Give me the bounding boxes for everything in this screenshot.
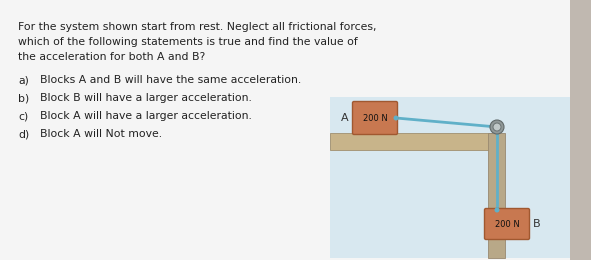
Bar xyxy=(330,97,570,258)
Circle shape xyxy=(490,120,504,134)
Text: which of the following statements is true and find the value of: which of the following statements is tru… xyxy=(18,37,358,47)
Text: Block B will have a larger acceleration.: Block B will have a larger acceleration. xyxy=(40,93,252,103)
Circle shape xyxy=(493,123,501,131)
Circle shape xyxy=(394,115,398,120)
Text: 200 N: 200 N xyxy=(495,219,519,229)
Text: Block A will Not move.: Block A will Not move. xyxy=(40,129,162,139)
FancyBboxPatch shape xyxy=(485,209,530,239)
Text: c): c) xyxy=(18,111,28,121)
Text: d): d) xyxy=(18,129,29,139)
Bar xyxy=(570,0,591,260)
Text: Blocks A and B will have the same acceleration.: Blocks A and B will have the same accele… xyxy=(40,75,301,85)
Text: 200 N: 200 N xyxy=(363,114,387,122)
Text: For the system shown start from rest. Neglect all frictional forces,: For the system shown start from rest. Ne… xyxy=(18,22,376,32)
FancyBboxPatch shape xyxy=(352,101,398,134)
Text: B: B xyxy=(533,219,541,229)
Circle shape xyxy=(495,207,499,212)
Text: the acceleration for both A and B?: the acceleration for both A and B? xyxy=(18,52,205,62)
Text: Block A will have a larger acceleration.: Block A will have a larger acceleration. xyxy=(40,111,252,121)
Bar xyxy=(488,133,505,258)
Text: A: A xyxy=(342,113,349,123)
Text: a): a) xyxy=(18,75,29,85)
Text: b): b) xyxy=(18,93,29,103)
Bar xyxy=(330,133,492,150)
